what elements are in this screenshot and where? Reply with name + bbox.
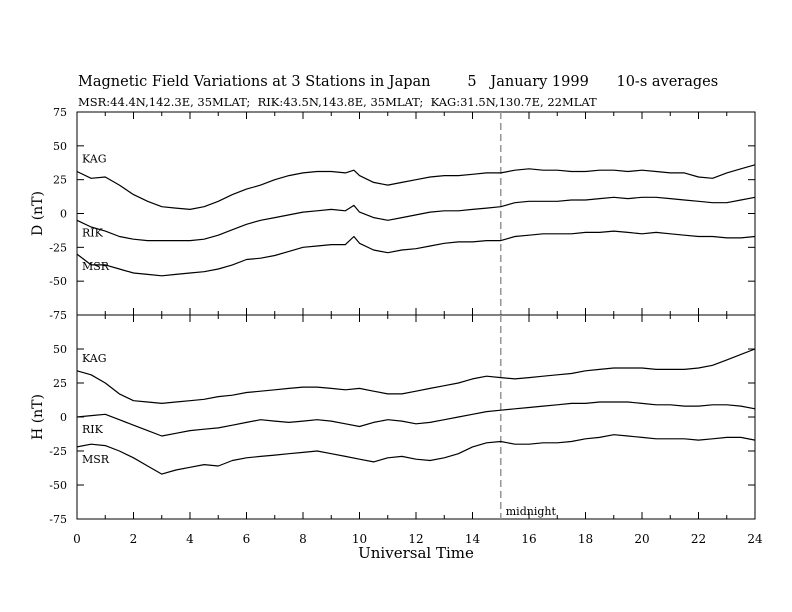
y-tick-label: -75 — [49, 513, 67, 526]
x-tick-label: 2 — [130, 532, 138, 546]
series-label-msr: MSR — [82, 453, 110, 466]
y-tick-label: -75 — [49, 309, 67, 322]
x-tick-label: 24 — [747, 532, 763, 546]
y-axis-label: H (nT) — [30, 394, 46, 440]
y-tick-label: 0 — [60, 411, 67, 424]
y-tick-label: 0 — [60, 208, 67, 221]
series-line-rik — [76, 401, 756, 437]
x-tick-label: 10 — [352, 532, 367, 546]
x-tick-label: 6 — [243, 532, 251, 546]
series-line-kag — [76, 164, 756, 210]
x-tick-label: 22 — [691, 532, 706, 546]
series-label-kag: KAG — [82, 352, 107, 365]
y-tick-label: -50 — [49, 479, 67, 492]
y-tick-label: 25 — [53, 377, 67, 390]
x-tick-label: 20 — [634, 532, 649, 546]
series-line-msr — [76, 230, 756, 277]
x-axis-label: Universal Time — [358, 544, 474, 562]
x-tick-label: 4 — [186, 532, 194, 546]
chart-title: Magnetic Field Variations at 3 Stations … — [78, 74, 719, 90]
plot-frame — [76, 111, 756, 316]
y-tick-label: -50 — [49, 275, 67, 288]
y-tick-label: 50 — [53, 140, 67, 153]
x-tick-label: 14 — [465, 532, 481, 546]
y-tick-label: -25 — [49, 445, 67, 458]
y-tick-label: 75 — [53, 106, 67, 119]
panel-d: -75 -50 -25 0 25 50 75 D (nT) KAG RIK MSR — [30, 106, 756, 322]
series-label-rik: RIK — [82, 226, 104, 239]
x-tick-label: 8 — [299, 532, 307, 546]
series-line-kag — [76, 348, 756, 404]
plot-frame — [76, 314, 756, 520]
y-axis-label: D (nT) — [30, 191, 46, 236]
x-tick-label: 0 — [73, 532, 81, 546]
series-label-msr: MSR — [82, 260, 110, 273]
chart-subtitle: MSR:44.4N,142.3E, 35MLAT; RIK:43.5N,143.… — [78, 95, 597, 109]
series-line-rik — [76, 196, 756, 242]
annotation-midnight: midnight — [506, 505, 557, 518]
y-tick-label: 25 — [53, 174, 67, 187]
x-tick-label: 12 — [408, 532, 423, 546]
x-tick-label: 16 — [521, 532, 536, 546]
y-tick-label: -25 — [49, 241, 67, 254]
series-label-rik: RIK — [82, 423, 104, 436]
y-tick-label: 50 — [53, 343, 67, 356]
series-line-msr — [76, 434, 756, 475]
x-tick-label: 18 — [578, 532, 593, 546]
series-label-kag: KAG — [82, 153, 107, 166]
